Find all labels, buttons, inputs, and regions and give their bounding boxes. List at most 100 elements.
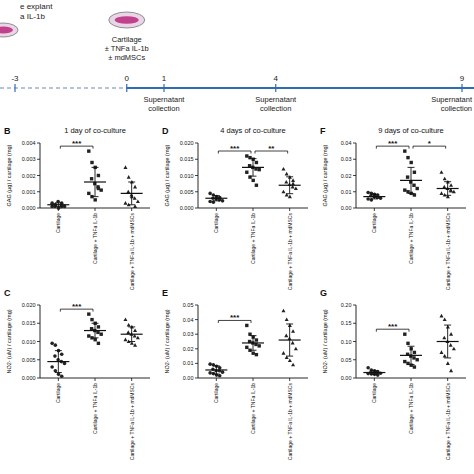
dish-medium xyxy=(115,16,139,24)
significance-label: *** xyxy=(388,322,398,331)
point xyxy=(123,338,127,342)
x-tick xyxy=(95,378,96,381)
point xyxy=(136,336,140,340)
timeline-tick xyxy=(275,84,276,92)
error-bar xyxy=(371,371,378,375)
point xyxy=(291,178,295,182)
significance-label: *** xyxy=(72,139,82,148)
point xyxy=(245,324,248,327)
point xyxy=(255,184,258,187)
error-bar xyxy=(408,346,415,364)
point xyxy=(285,318,289,322)
y-label: GAG (µg) / cartilage (mg) xyxy=(322,144,328,206)
point xyxy=(413,171,416,174)
marks xyxy=(205,309,300,378)
point xyxy=(221,370,225,374)
y-tick-label: 0.005 xyxy=(180,189,194,195)
point xyxy=(291,363,295,367)
event-text: Supernatant xyxy=(255,95,297,104)
point xyxy=(285,172,289,176)
x-tick xyxy=(289,378,290,381)
point xyxy=(208,362,212,366)
y-tick-label: 0.03 xyxy=(183,331,194,337)
x-tick-label: Cartilage xyxy=(213,213,219,233)
y-tick xyxy=(195,363,198,364)
timeline-text: ± TNFa IL-1b xyxy=(105,44,149,53)
y-tick xyxy=(353,305,356,306)
y-tick xyxy=(195,348,198,349)
error-bar xyxy=(55,351,62,373)
point xyxy=(87,149,90,152)
x-tick xyxy=(374,208,375,211)
point xyxy=(245,346,248,349)
panel: B1 day of co-cultureGAG (µg) / cartilage… xyxy=(4,126,150,290)
y-tick-label: 0.03 xyxy=(341,156,352,162)
x-tick-label: Cartilage + TNFa IL-1b + mdMSCs xyxy=(445,213,451,291)
y-tick xyxy=(37,341,40,342)
panel: GNO2- (uM) / cartilage (mg)0.000.050.100… xyxy=(320,288,466,460)
y-tick xyxy=(37,191,40,192)
x-tick-label: Cartilage + TNFa IL-1b xyxy=(92,383,98,434)
point xyxy=(406,175,409,178)
y-tick-label: 0.000 xyxy=(22,375,36,381)
x-tick xyxy=(95,208,96,211)
timeline-day: -3 xyxy=(11,74,19,83)
error-bar xyxy=(128,327,135,342)
point xyxy=(413,365,416,368)
y-tick xyxy=(353,175,356,176)
point xyxy=(97,174,100,177)
error-bar xyxy=(444,182,451,196)
point xyxy=(212,193,216,197)
y-tick-label: 0.20 xyxy=(341,302,352,308)
dish xyxy=(109,12,145,28)
point xyxy=(403,333,406,336)
panel-title: 9 days of co-culture xyxy=(378,126,443,135)
point xyxy=(443,177,447,181)
marks xyxy=(363,314,458,377)
timeline-text: ± mdMSCs xyxy=(108,53,145,62)
point xyxy=(449,343,453,347)
point xyxy=(255,161,258,164)
panel: D4 days of co-cultureGAG (µg) / cartilag… xyxy=(162,126,308,290)
dish-medium xyxy=(0,27,13,34)
point xyxy=(446,361,450,365)
error-bar xyxy=(250,336,257,351)
y-tick-label: 0.015 xyxy=(180,156,194,162)
point xyxy=(90,177,93,180)
marks xyxy=(47,312,142,378)
y-tick-label: 0.10 xyxy=(341,339,352,345)
point xyxy=(443,354,447,358)
point xyxy=(97,325,100,328)
y-tick xyxy=(353,341,356,342)
point xyxy=(452,347,456,351)
y-tick-label: 0.020 xyxy=(180,140,194,146)
significance-label: *** xyxy=(230,313,240,322)
point xyxy=(97,342,100,345)
x-tick-label: Cartilage + TNFa IL-1b + mdMSCs xyxy=(129,383,135,461)
timeline-tick xyxy=(126,84,127,92)
point xyxy=(133,328,137,332)
point xyxy=(294,347,298,351)
x-tick xyxy=(131,208,132,211)
panel-letter: C xyxy=(4,288,11,298)
y-tick-label: 0.04 xyxy=(341,140,352,146)
point xyxy=(284,180,288,184)
x-tick-label: Cartilage + TNFa IL-1b xyxy=(92,213,98,264)
point xyxy=(412,184,415,187)
point xyxy=(403,149,406,152)
point xyxy=(50,365,54,369)
point xyxy=(443,193,447,197)
point xyxy=(403,188,406,191)
error-bar xyxy=(286,324,293,356)
point xyxy=(449,183,453,187)
error-bar xyxy=(213,196,220,201)
error-bar xyxy=(286,177,293,194)
point xyxy=(252,351,255,354)
y-tick xyxy=(353,378,356,379)
y-tick-label: 0.005 xyxy=(22,357,36,363)
point xyxy=(245,171,248,174)
point xyxy=(376,373,380,377)
y-tick xyxy=(37,323,40,324)
point xyxy=(94,198,97,201)
x-tick-label: Cartilage xyxy=(371,383,377,403)
